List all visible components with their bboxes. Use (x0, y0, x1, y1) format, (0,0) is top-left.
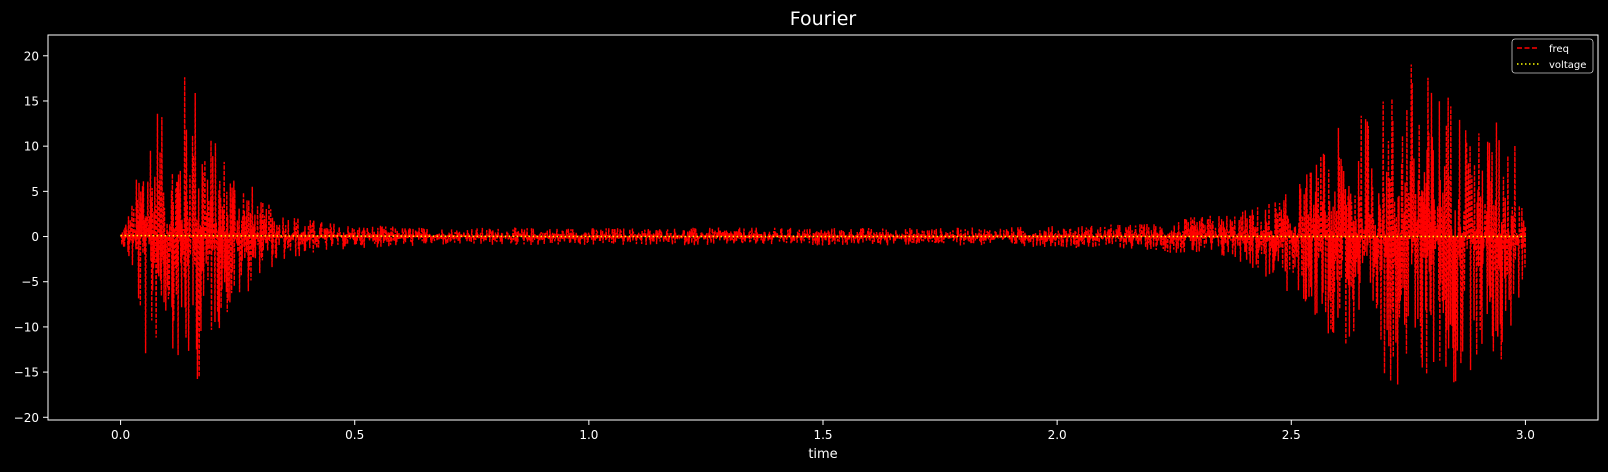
y-tick-label: 15 (24, 94, 39, 108)
y-tick-label: −20 (14, 411, 39, 425)
x-tick-label: 1.5 (813, 428, 832, 442)
x-tick-label: 1.0 (579, 428, 598, 442)
x-tick-label: 0.0 (111, 428, 130, 442)
legend: freq voltage (1511, 38, 1594, 74)
chart-title: Fourier (790, 8, 857, 30)
y-tick-label: −10 (14, 320, 39, 334)
x-tick-label: 2.0 (1048, 428, 1067, 442)
y-tick-label: 10 (24, 140, 39, 154)
x-tick-label: 3.0 (1516, 428, 1535, 442)
y-tick-label: 20 (24, 49, 39, 63)
y-tick-label: 5 (31, 185, 39, 199)
y-tick-label: 0 (31, 230, 39, 244)
x-axis-label: time (808, 447, 837, 462)
freq-series-line (119, 64, 1527, 385)
x-tick-label: 0.5 (345, 428, 364, 442)
y-tick-label: −15 (14, 366, 39, 380)
legend-voltage-label: voltage (1549, 60, 1586, 71)
x-tick-label: 2.5 (1282, 428, 1301, 442)
y-tick-label: −5 (21, 275, 39, 289)
legend-freq-label: freq (1549, 44, 1569, 55)
